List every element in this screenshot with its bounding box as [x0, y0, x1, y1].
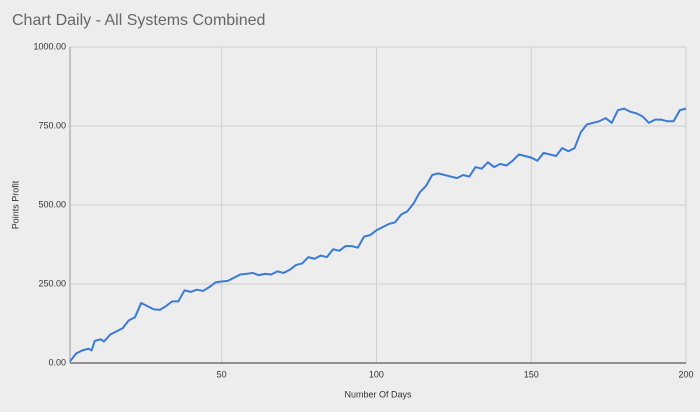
- x-axis-label: Number Of Days: [344, 389, 412, 399]
- y-tick-label: 0.00: [48, 357, 66, 367]
- y-tick-label: 1000.00: [33, 41, 66, 51]
- x-tick-label: 200: [678, 369, 693, 379]
- y-tick-label: 250.00: [38, 278, 66, 288]
- y-tick-label: 500.00: [38, 199, 66, 209]
- chart-title: Chart Daily - All Systems Combined: [12, 12, 265, 29]
- data-line: [69, 107, 687, 363]
- x-tick-label: 50: [217, 369, 227, 379]
- y-tick-label: 750.00: [38, 120, 66, 130]
- y-axis-label: Points Profit: [10, 180, 20, 229]
- x-tick-label: 100: [369, 369, 384, 379]
- x-tick-label: 150: [524, 369, 539, 379]
